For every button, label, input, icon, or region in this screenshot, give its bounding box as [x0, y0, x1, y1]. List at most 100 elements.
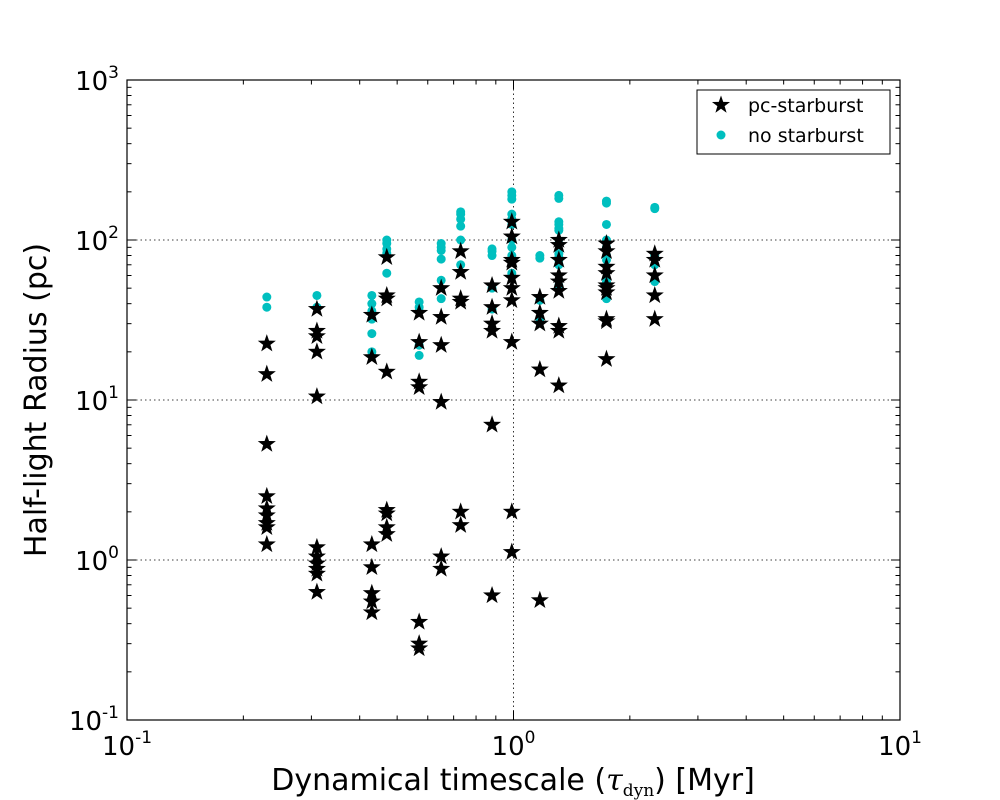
point-no-starburst	[456, 214, 466, 224]
point-pc-starburst	[451, 515, 470, 533]
point-pc-starburst	[645, 309, 664, 327]
point-no-starburst	[367, 299, 377, 309]
point-pc-starburst	[597, 241, 616, 259]
point-no-starburst	[382, 268, 392, 278]
point-pc-starburst	[549, 250, 568, 268]
point-pc-starburst	[362, 557, 381, 576]
plot-frame	[126, 79, 901, 721]
point-no-starburst	[487, 251, 497, 261]
point-pc-starburst	[645, 266, 664, 284]
point-pc-starburst	[377, 362, 396, 380]
point-pc-starburst	[377, 289, 396, 307]
point-pc-starburst	[597, 263, 616, 281]
point-pc-starburst	[362, 305, 381, 323]
point-pc-starburst	[432, 392, 451, 410]
point-pc-starburst	[257, 486, 276, 505]
point-pc-starburst	[483, 321, 502, 339]
point-pc-starburst	[549, 272, 568, 290]
point-pc-starburst	[410, 332, 429, 350]
point-pc-starburst	[307, 387, 326, 405]
point-pc-starburst	[451, 241, 470, 259]
point-pc-starburst	[502, 278, 521, 296]
y-tick-label: 10-1	[69, 703, 119, 737]
point-pc-starburst	[307, 299, 326, 317]
legend: pc-starburst no starburst	[696, 89, 891, 155]
grid-lines	[127, 80, 900, 720]
point-pc-starburst	[597, 282, 616, 301]
point-pc-starburst	[483, 275, 502, 294]
x-tick-label: 101	[878, 728, 922, 762]
point-pc-starburst	[502, 542, 521, 560]
y-tick-label: 100	[75, 543, 119, 577]
point-pc-starburst	[432, 559, 451, 577]
x-axis-label: Dynamical timescale (τdyn) [Myr]	[271, 763, 755, 800]
point-pc-starburst	[362, 602, 381, 621]
legend-box	[696, 89, 891, 155]
point-pc-starburst	[549, 376, 568, 394]
point-pc-starburst	[549, 281, 568, 299]
point-pc-starburst	[410, 612, 429, 630]
point-pc-starburst	[377, 504, 396, 522]
point-no-starburst	[414, 350, 424, 360]
point-pc-starburst	[483, 297, 502, 315]
point-pc-starburst	[645, 250, 664, 268]
point-pc-starburst	[549, 321, 568, 339]
point-pc-starburst	[502, 290, 521, 308]
point-no-starburst	[507, 242, 517, 252]
point-pc-starburst	[502, 502, 521, 520]
point-pc-starburst	[307, 537, 326, 556]
point-pc-starburst	[257, 434, 276, 452]
point-pc-starburst	[502, 212, 521, 230]
y-tick-labels: 10-1 100 101 102 103	[69, 63, 119, 737]
point-pc-starburst	[362, 592, 381, 610]
point-pc-starburst	[530, 590, 549, 608]
point-pc-starburst	[502, 332, 521, 350]
point-no-starburst	[507, 194, 517, 204]
point-no-starburst	[601, 219, 611, 229]
legend-label-pc-starburst: pc-starburst	[748, 95, 863, 117]
point-pc-starburst	[483, 415, 502, 433]
point-pc-starburst	[432, 547, 451, 565]
point-pc-starburst	[451, 262, 470, 280]
y-tick-label: 103	[75, 63, 119, 97]
x-tick-label: 100	[492, 728, 536, 762]
point-pc-starburst	[530, 360, 549, 378]
legend-circle-icon	[716, 130, 726, 140]
point-pc-starburst	[549, 235, 568, 253]
point-no-starburst	[262, 302, 272, 312]
point-no-starburst	[367, 329, 377, 339]
point-pc-starburst	[410, 377, 429, 396]
point-no-starburst	[456, 235, 466, 245]
point-no-starburst	[456, 221, 466, 231]
point-no-starburst	[535, 253, 545, 263]
point-pc-starburst	[597, 311, 616, 330]
point-no-starburst	[367, 290, 377, 300]
legend-label-no-starburst: no starburst	[748, 125, 864, 147]
point-pc-starburst	[257, 334, 276, 352]
legend-star-icon	[711, 95, 731, 113]
point-no-starburst	[436, 254, 446, 264]
point-pc-starburst	[257, 364, 276, 382]
point-pc-starburst	[530, 287, 549, 305]
point-pc-starburst	[597, 349, 616, 367]
point-no-starburst	[436, 245, 446, 255]
point-pc-starburst	[377, 247, 396, 265]
point-no-starburst	[650, 204, 660, 214]
point-pc-starburst	[432, 278, 451, 296]
point-pc-starburst	[502, 253, 521, 271]
point-no-starburst	[312, 290, 322, 300]
point-pc-starburst	[307, 342, 326, 360]
point-pc-starburst	[307, 564, 326, 582]
x-tick-labels: 10-1 100 101	[102, 728, 922, 762]
point-pc-starburst	[410, 638, 429, 657]
y-tick-label: 102	[75, 223, 119, 257]
x-tick-label: 10-1	[102, 728, 152, 762]
point-pc-starburst	[307, 582, 326, 600]
legend-star-mark	[711, 95, 731, 113]
point-pc-starburst	[377, 524, 396, 542]
point-pc-starburst	[645, 285, 664, 304]
point-pc-starburst	[451, 502, 470, 520]
point-pc-starburst	[530, 314, 549, 332]
point-pc-starburst	[530, 303, 549, 321]
